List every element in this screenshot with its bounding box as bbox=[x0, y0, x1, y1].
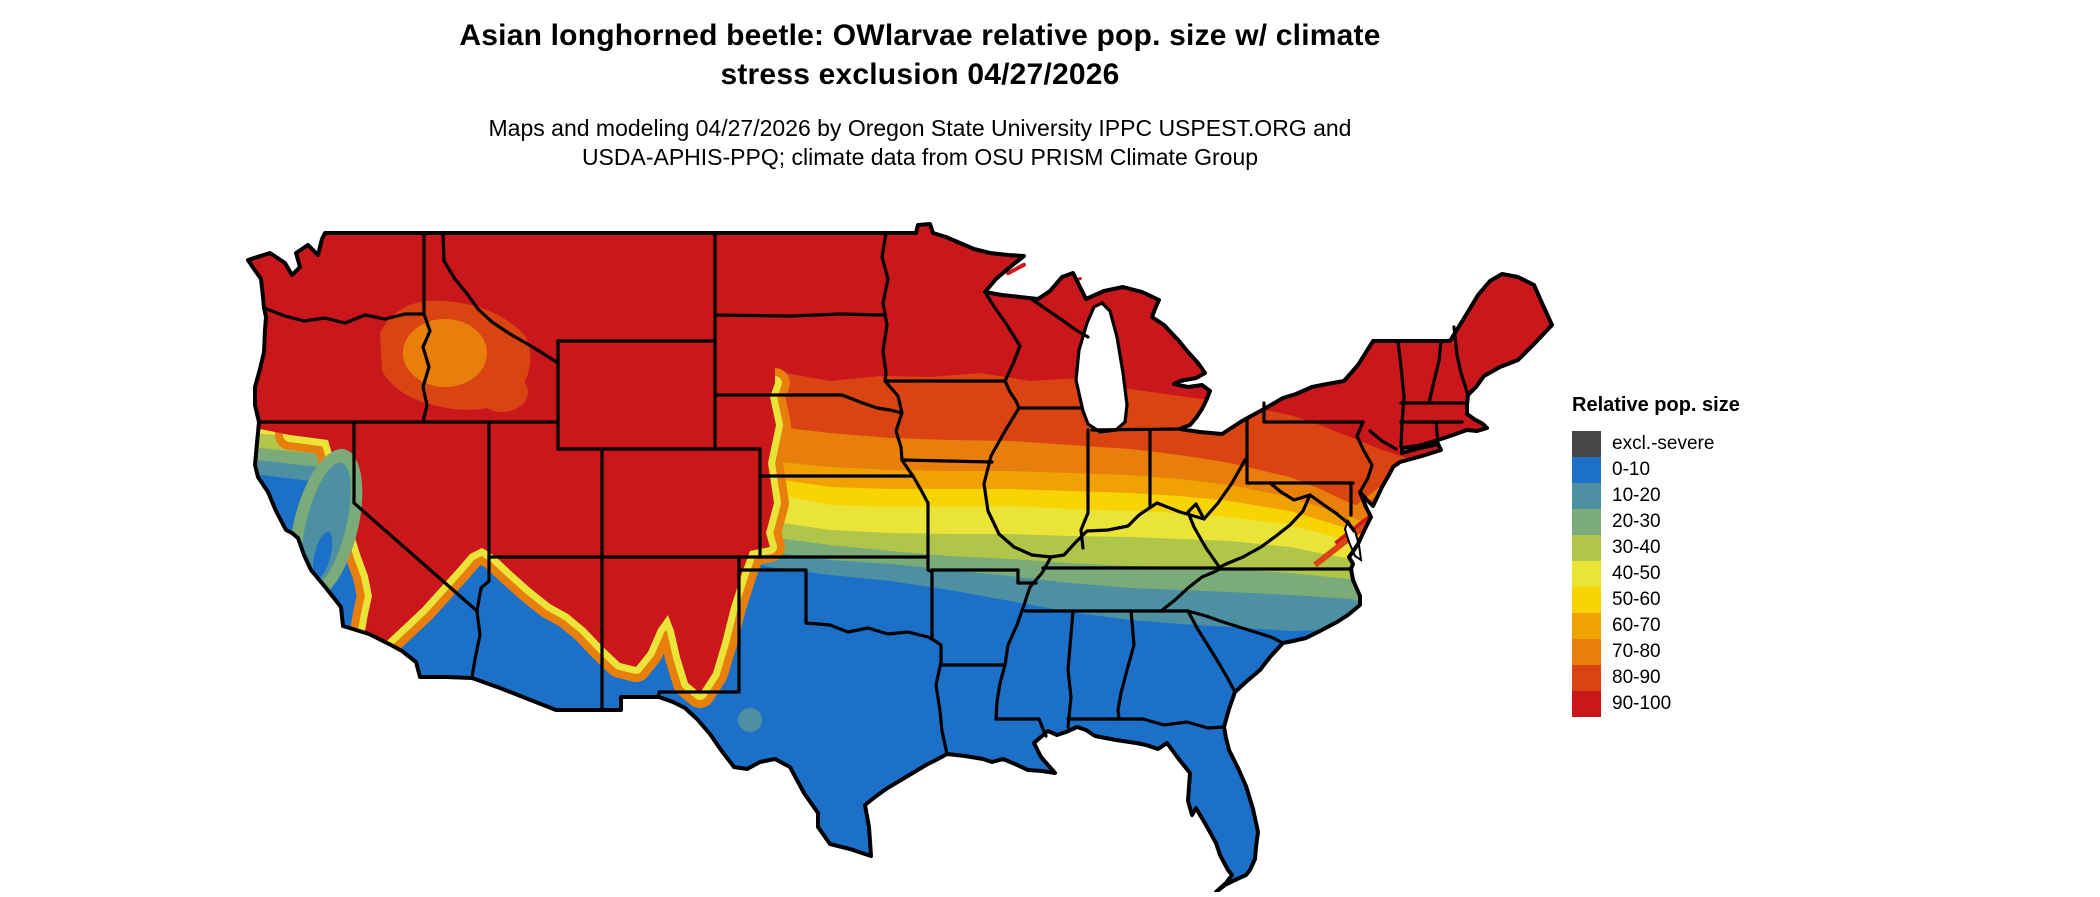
legend-item: 20-30 bbox=[1572, 509, 1832, 535]
legend-item: 90-100 bbox=[1572, 691, 1832, 717]
legend-item: 0-10 bbox=[1572, 457, 1832, 483]
legend-swatch bbox=[1572, 431, 1601, 457]
legend-title: Relative pop. size bbox=[1572, 394, 1740, 416]
legend-swatch bbox=[1572, 613, 1601, 639]
us-map-svg bbox=[246, 222, 1554, 894]
legend-label: 0-10 bbox=[1612, 459, 1651, 480]
legend-label: 10-20 bbox=[1612, 485, 1661, 506]
legend-item: 10-20 bbox=[1572, 483, 1832, 509]
legend-swatch bbox=[1572, 561, 1601, 587]
conus-outline bbox=[246, 222, 1554, 894]
isle-royale bbox=[1006, 262, 1026, 276]
legend-item: 60-70 bbox=[1572, 613, 1832, 639]
columbia-basin-core bbox=[403, 319, 487, 387]
legend-swatch bbox=[1572, 639, 1601, 665]
legend-item: 70-80 bbox=[1572, 639, 1832, 665]
map-title-line1: Asian longhorned beetle: OWlarvae relati… bbox=[459, 19, 1381, 52]
legend-swatch bbox=[1572, 457, 1601, 483]
legend-label: 90-100 bbox=[1612, 693, 1672, 714]
legend-label: 60-70 bbox=[1612, 615, 1661, 636]
legend-label: 30-40 bbox=[1612, 537, 1661, 558]
legend-label: 50-60 bbox=[1612, 589, 1661, 610]
state-borders bbox=[257, 231, 1470, 756]
legend-label: 20-30 bbox=[1612, 511, 1661, 532]
legend: Relative pop. size excl.-severe 0-10 10-20… bbox=[1572, 394, 1832, 717]
legend-swatch bbox=[1572, 483, 1601, 509]
legend-label: 70-80 bbox=[1612, 641, 1661, 662]
legend-label: 80-90 bbox=[1612, 667, 1661, 688]
west-red-mass bbox=[248, 224, 776, 693]
map-subtitle-line1: Maps and modeling 04/27/2026 by Oregon S… bbox=[488, 115, 1352, 141]
map-subtitle: Maps and modeling 04/27/2026 by Oregon S… bbox=[250, 114, 1590, 172]
legend-item: 50-60 bbox=[1572, 587, 1832, 613]
legend-swatch bbox=[1572, 509, 1601, 535]
legend-item: 40-50 bbox=[1572, 561, 1832, 587]
map-title-line2: stress exclusion 04/27/2026 bbox=[720, 58, 1120, 91]
legend-swatch bbox=[1572, 535, 1601, 561]
legend-item: 80-90 bbox=[1572, 665, 1832, 691]
legend-swatch bbox=[1572, 665, 1601, 691]
header: Asian longhorned beetle: OWlarvae relati… bbox=[250, 16, 1590, 172]
legend-label: 40-50 bbox=[1612, 563, 1661, 584]
us-map bbox=[230, 215, 1560, 894]
legend-label: excl.-severe bbox=[1612, 433, 1715, 454]
legend-swatch bbox=[1572, 587, 1601, 613]
idaho-basin-patch bbox=[476, 372, 528, 412]
legend-swatch bbox=[1572, 691, 1601, 717]
davis-mountains-speck bbox=[738, 708, 762, 732]
legend-item: 30-40 bbox=[1572, 535, 1832, 561]
legend-item: excl.-severe bbox=[1572, 431, 1832, 457]
legend-items: excl.-severe 0-10 10-20 20-30 30-40 40-50 50-6… bbox=[1572, 431, 1832, 717]
map-subtitle-line2: USDA-APHIS-PPQ; climate data from OSU PR… bbox=[581, 144, 1259, 170]
chesapeake-bay bbox=[1343, 518, 1363, 563]
